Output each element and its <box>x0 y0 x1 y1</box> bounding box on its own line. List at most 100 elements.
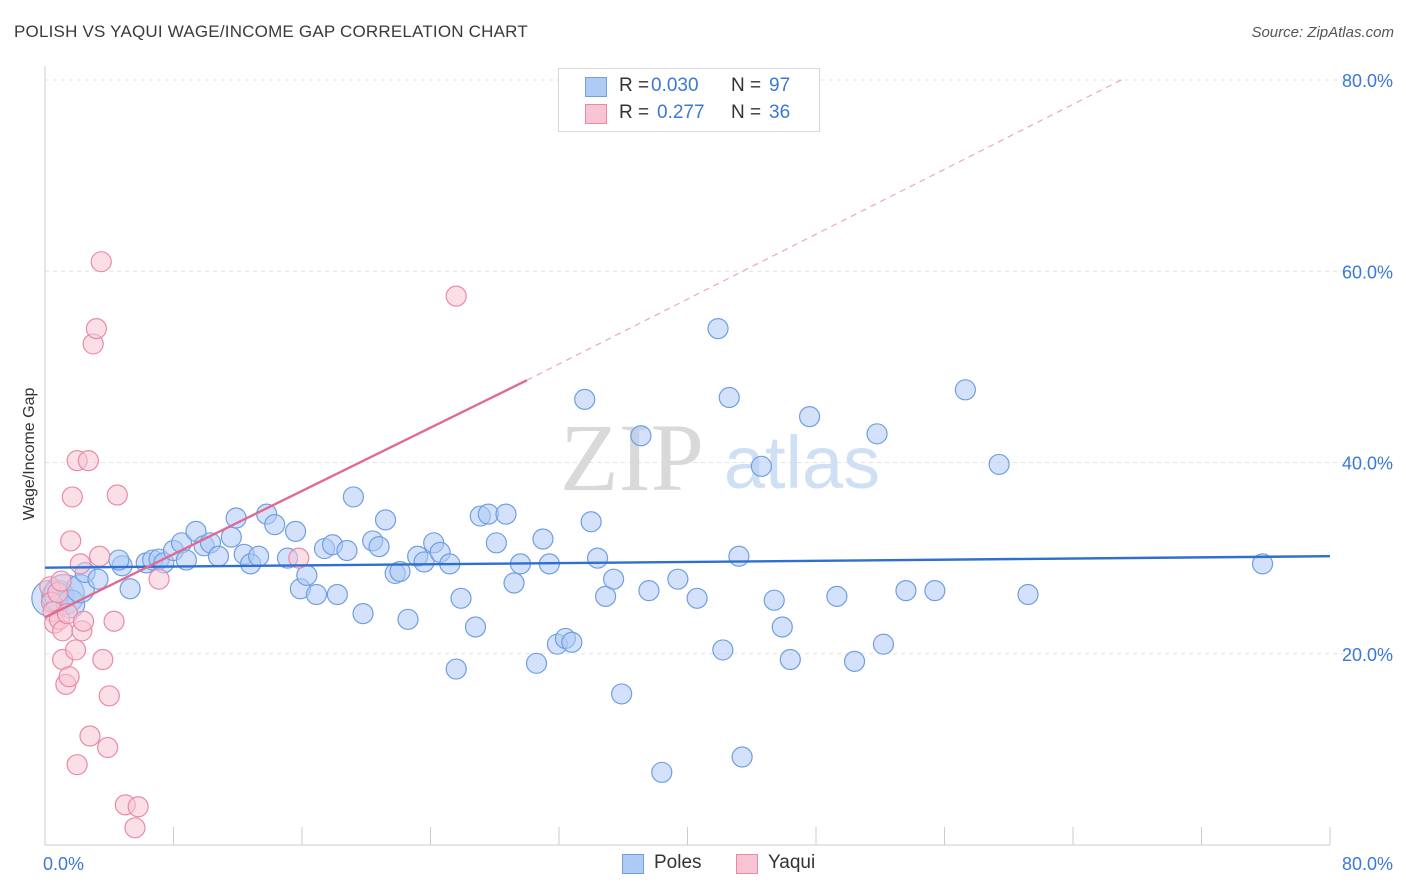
point-poles <box>368 536 390 558</box>
point-yaqui <box>92 648 114 671</box>
point-poles <box>352 602 374 625</box>
point-poles <box>207 545 230 567</box>
point-poles <box>872 633 895 655</box>
point-yaqui <box>98 685 120 707</box>
trend-line-yaqui <box>44 379 528 619</box>
point-yaqui <box>69 553 91 575</box>
point-poles <box>728 545 750 567</box>
bottom-legend-swatch-poles <box>622 854 644 874</box>
point-poles <box>284 520 307 542</box>
point-poles <box>843 650 866 673</box>
point-yaqui <box>77 449 99 472</box>
point-poles <box>1251 553 1274 575</box>
point-yaqui <box>72 610 95 632</box>
point-poles <box>651 761 673 783</box>
point-yaqui <box>288 547 310 569</box>
y-tick-label: 80.0% <box>1342 71 1393 91</box>
legend-r-value: 0.277 <box>657 102 705 123</box>
bottom-legend-label-yaqui: Yaqui <box>768 852 816 873</box>
y-axis-label: Wage/Income Gap <box>21 387 38 521</box>
point-poles <box>586 547 609 569</box>
point-poles <box>1017 583 1039 606</box>
point-poles <box>264 514 286 536</box>
point-poles <box>561 631 583 653</box>
point-yaqui <box>50 570 72 592</box>
point-poles <box>686 587 708 609</box>
point-poles <box>771 616 793 638</box>
legend-n-value: 36 <box>769 102 791 123</box>
y-tick-label: 40.0% <box>1342 454 1393 474</box>
point-poles <box>532 528 554 550</box>
y-tick-label: 20.0% <box>1342 645 1393 665</box>
point-poles <box>525 652 548 674</box>
bottom-legend-swatch-yaqui <box>736 854 758 874</box>
point-poles <box>175 549 197 571</box>
x-tick-label: 0.0% <box>43 854 84 874</box>
watermark-zip: ZIP <box>560 404 704 511</box>
point-yaqui <box>60 530 82 552</box>
y-tick-label: 60.0% <box>1342 262 1393 282</box>
point-yaqui <box>58 666 80 688</box>
chart-title: POLISH VS YAQUI WAGE/INCOME GAP CORRELAT… <box>14 22 528 41</box>
point-poles <box>450 587 472 609</box>
stats-legend: R = 0.030 N = 97 R = 0.277 N = 36 <box>558 68 820 132</box>
point-yaqui <box>103 610 125 632</box>
point-poles <box>988 453 1010 476</box>
point-yaqui <box>148 568 170 590</box>
point-poles <box>750 455 772 477</box>
point-poles <box>707 318 729 340</box>
point-poles <box>718 386 740 409</box>
point-poles <box>895 580 917 602</box>
point-poles <box>826 585 848 607</box>
point-poles <box>712 639 734 661</box>
point-poles <box>495 503 517 525</box>
watermark-atlas: atlas <box>724 421 880 504</box>
point-poles <box>611 683 633 705</box>
point-poles <box>574 388 596 410</box>
point-poles <box>580 511 602 533</box>
legend-n-value: 97 <box>769 75 791 96</box>
point-yaqui <box>89 545 111 567</box>
point-yaqui <box>79 725 101 747</box>
point-poles <box>763 589 785 611</box>
point-poles <box>87 568 109 590</box>
point-yaqui <box>64 639 87 661</box>
point-poles <box>305 583 328 606</box>
legend-r-label: R = <box>619 102 650 123</box>
point-poles <box>503 572 525 594</box>
data-points <box>31 251 1274 839</box>
point-poles <box>603 568 625 590</box>
point-poles <box>326 583 348 606</box>
point-yaqui <box>66 754 88 776</box>
point-poles <box>477 503 499 525</box>
source-label: Source: ZipAtlas.com <box>1251 24 1394 41</box>
point-yaqui <box>127 796 149 818</box>
point-poles <box>389 560 411 583</box>
point-poles <box>779 648 801 671</box>
tick-labels: 20.0% 40.0% 60.0% 80.0% 0.0% 80.0% <box>43 71 1393 874</box>
point-yaqui <box>124 817 146 839</box>
watermark: ZIP atlas <box>560 404 880 511</box>
point-poles <box>924 580 946 602</box>
point-poles <box>731 746 753 768</box>
point-yaqui <box>97 736 119 759</box>
legend-n-label: N = <box>731 102 762 123</box>
point-poles <box>413 551 435 573</box>
point-poles <box>336 539 358 562</box>
point-poles <box>374 509 397 531</box>
point-poles <box>248 545 270 567</box>
point-yaqui <box>61 486 83 508</box>
point-poles <box>954 379 976 401</box>
trend-extension-yaqui <box>526 79 1122 381</box>
point-poles <box>798 406 821 428</box>
point-poles <box>225 507 247 529</box>
point-poles <box>638 580 660 602</box>
bottom-legend-label-poles: Poles <box>654 852 702 873</box>
point-poles <box>630 425 652 447</box>
legend-r-label: R = <box>619 75 650 96</box>
legend-n-label: N = <box>731 75 762 96</box>
point-poles <box>397 608 419 630</box>
legend-swatch-yaqui <box>585 104 607 124</box>
point-yaqui <box>106 484 128 506</box>
